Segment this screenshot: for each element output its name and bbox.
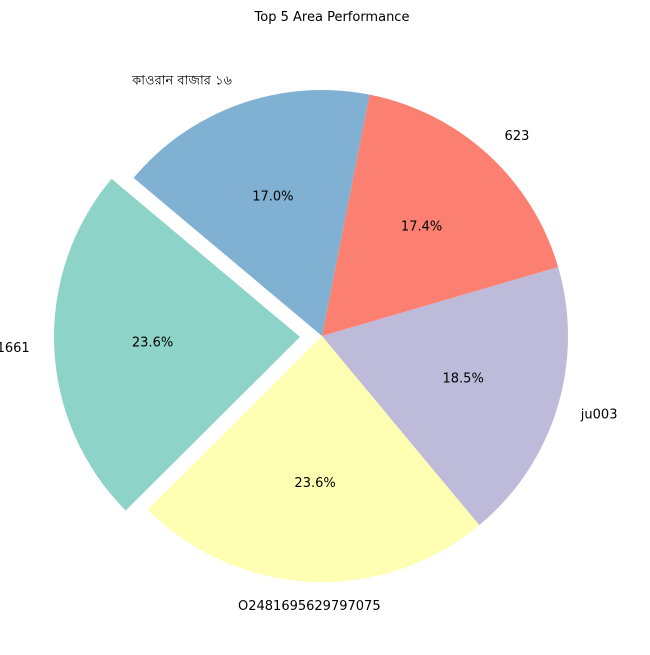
slice-category-label: কাওরান বাজার ১৬ — [131, 73, 232, 88]
pie-slice — [322, 94, 559, 336]
slice-category-label: 623 — [505, 129, 530, 144]
pie-slices — [54, 90, 568, 582]
pie-slice — [54, 178, 301, 511]
pie-slice — [133, 90, 370, 336]
slice-category-label: 1661 — [0, 341, 30, 356]
slice-percent-label: 18.5% — [443, 372, 484, 387]
slice-percent-label: 17.4% — [401, 220, 442, 235]
slice-category-label: O2481695629797075 — [238, 599, 381, 614]
slice-percent-label: 17.0% — [252, 189, 293, 204]
slice-category-label: ju003 — [580, 408, 618, 423]
slice-percent-label: 23.6% — [294, 476, 335, 491]
pie-slice — [147, 336, 480, 582]
pie-slice — [322, 267, 568, 526]
pie-labels: 23.6% 1661 23.6% O2481695629797075 18.5% ju00… — [0, 73, 617, 613]
chart-title: Top 5 Area Performance — [254, 10, 410, 25]
slice-percent-label: 23.6% — [132, 336, 173, 351]
